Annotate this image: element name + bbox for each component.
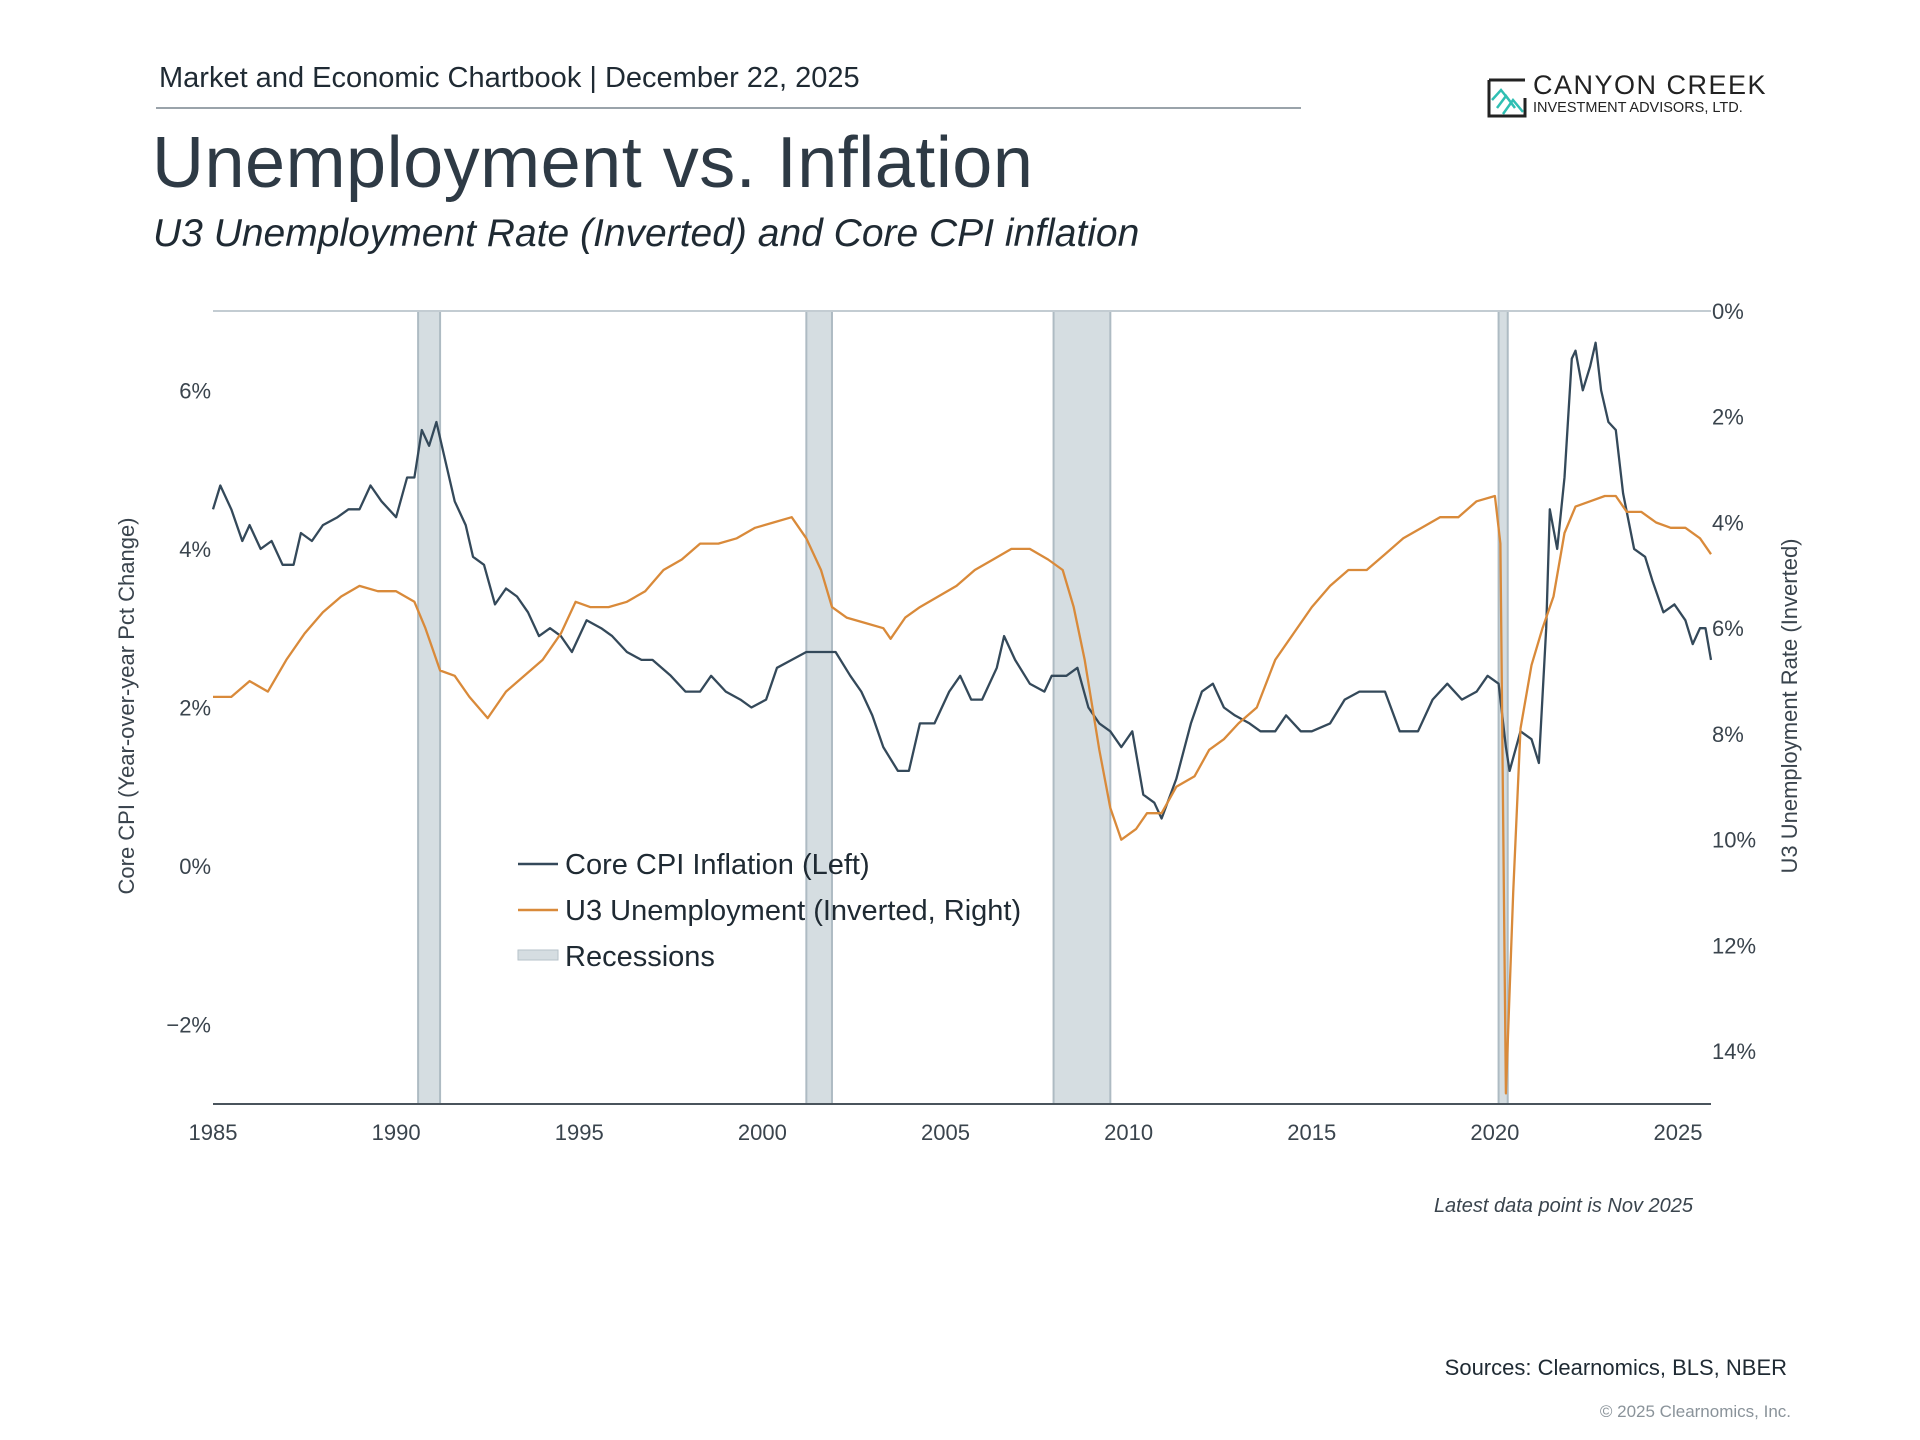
right-y-tick-label: 12% xyxy=(1712,933,1756,958)
sources: Sources: Clearnomics, BLS, NBER xyxy=(1444,1355,1787,1380)
x-tick-label: 2020 xyxy=(1470,1120,1519,1145)
right-y-tick-label: 2% xyxy=(1712,405,1744,430)
x-tick-label: 2015 xyxy=(1287,1120,1336,1145)
x-tick-label: 1990 xyxy=(372,1120,421,1145)
recession-band xyxy=(1052,310,1112,1105)
recession-bands xyxy=(417,310,1509,1105)
copyright: © 2025 Clearnomics, Inc. xyxy=(1599,1402,1791,1421)
x-tick-label: 2010 xyxy=(1104,1120,1153,1145)
right-y-tick-label: 4% xyxy=(1712,510,1744,535)
legend-swatch-recession xyxy=(517,949,559,961)
x-tick-label: 2005 xyxy=(921,1120,970,1145)
x-tick-label: 1995 xyxy=(555,1120,604,1145)
legend: Core CPI Inflation (Left) U3 Unemploymen… xyxy=(517,849,1021,973)
left-y-tick-label: 4% xyxy=(179,537,211,562)
page-title: Unemployment vs. Inflation xyxy=(152,123,1034,203)
series-lines xyxy=(211,341,1713,1095)
right-y-tick-label: 6% xyxy=(1712,616,1744,641)
right-y-tick-label: 10% xyxy=(1712,828,1756,853)
logo-line-1: CANYON CREEK xyxy=(1533,70,1768,100)
recession-band xyxy=(805,310,833,1105)
page-subtitle: U3 Unemployment Rate (Inverted) and Core… xyxy=(153,212,1140,255)
right-axis-label: U3 Unemployment Rate (Inverted) xyxy=(1777,538,1802,873)
legend-label-cpi: Core CPI Inflation (Left) xyxy=(565,849,870,881)
right-y-tick-label: 8% xyxy=(1712,722,1744,747)
legend-label-u3: U3 Unemployment (Inverted, Right) xyxy=(565,895,1021,927)
header-divider xyxy=(156,107,1301,109)
x-tick-label: 2000 xyxy=(738,1120,787,1145)
left-y-tick-label: 2% xyxy=(179,696,211,721)
company-logo: CANYON CREEK INVESTMENT ADVISORS, LTD. xyxy=(1487,70,1787,122)
logo-line-2: INVESTMENT ADVISORS, LTD. xyxy=(1533,100,1743,116)
right-y-tick-label: 0% xyxy=(1712,299,1744,324)
chartbook-header: Market and Economic Chartbook | December… xyxy=(159,62,860,94)
u3-unemployment-line xyxy=(213,494,1712,1095)
axes: 1985 1990 1995 2000 2005 2010 2015 2020 2025 6% 4%… xyxy=(166,299,1756,1145)
core-cpi-line xyxy=(211,341,1713,820)
left-y-tick-label: 0% xyxy=(179,854,211,879)
right-y-tick-label: 14% xyxy=(1712,1039,1756,1064)
x-tick-label: 1985 xyxy=(189,1120,238,1145)
x-tick-label: 2025 xyxy=(1654,1120,1703,1145)
legend-label-recession: Recessions xyxy=(565,941,715,973)
left-y-tick-label: −2% xyxy=(166,1013,211,1038)
left-y-tick-label: 6% xyxy=(179,378,211,403)
left-axis-label: Core CPI (Year-over-year Pct Change) xyxy=(114,517,139,894)
latest-data-note: Latest data point is Nov 2025 xyxy=(1433,1195,1693,1217)
mountain-logo-icon xyxy=(1487,78,1527,118)
